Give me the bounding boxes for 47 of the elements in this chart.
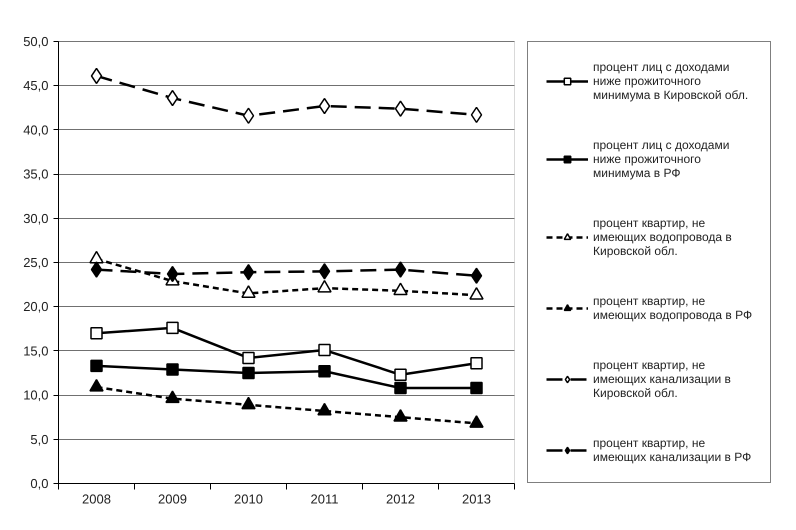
point (242, 352, 255, 364)
legend-label: процент квартир, не имеющих канализации в РФ (593, 436, 752, 464)
legend-label: процент лиц с доходами ниже прожиточного минимума в РФ (593, 138, 730, 180)
x-tick-label: 2011 (310, 492, 338, 506)
point (394, 368, 407, 382)
legend-label: процент лиц с доходами ниже прожиточного минимума в Кировской обл. (593, 60, 748, 102)
y-tick-label: 5,0 (30, 432, 49, 447)
y-tick-label: 0,0 (30, 476, 49, 491)
x-tick-label: 2012 (386, 492, 415, 506)
point (242, 264, 254, 280)
y-tick-label: 50,0 (23, 34, 49, 49)
y-tick-label: 45,0 (23, 78, 49, 94)
point (90, 68, 102, 84)
point (394, 100, 406, 117)
point (90, 261, 102, 278)
legend-label: процент квартир, не имеющих канализации в Кировской обл. (593, 358, 731, 400)
legend-label: процент квартир, не имеющих водопровода в РФ (593, 294, 752, 322)
point (318, 364, 331, 378)
x-tick-label: 2013 (462, 492, 491, 506)
legend-label: процент квартир, не имеющих водопровода в Кировской обл. (593, 216, 732, 258)
point (394, 261, 406, 278)
y-tick-label: 15,0 (23, 343, 49, 358)
y-tick-label: 20,0 (23, 299, 49, 314)
y-tick-label: 35,0 (23, 166, 49, 182)
point (394, 382, 407, 394)
point (470, 106, 482, 124)
point (166, 266, 178, 282)
point (470, 382, 483, 394)
point (470, 268, 482, 284)
point (166, 363, 179, 376)
x-tick-label: 2010 (234, 492, 263, 506)
x-tick-label: 2009 (158, 492, 187, 506)
y-tick-label: 25,0 (23, 255, 49, 270)
point (470, 357, 483, 370)
point (90, 360, 103, 372)
point (242, 108, 254, 124)
point (242, 366, 255, 380)
y-tick-label: 30,0 (23, 210, 49, 226)
y-tick-label: 10,0 (23, 388, 49, 403)
point (318, 344, 331, 356)
point (318, 263, 330, 280)
point (90, 326, 103, 340)
point (166, 322, 179, 334)
x-tick-label: 2008 (82, 492, 111, 506)
point (166, 90, 178, 106)
y-tick-label: 40,0 (23, 122, 49, 138)
point (318, 98, 330, 114)
